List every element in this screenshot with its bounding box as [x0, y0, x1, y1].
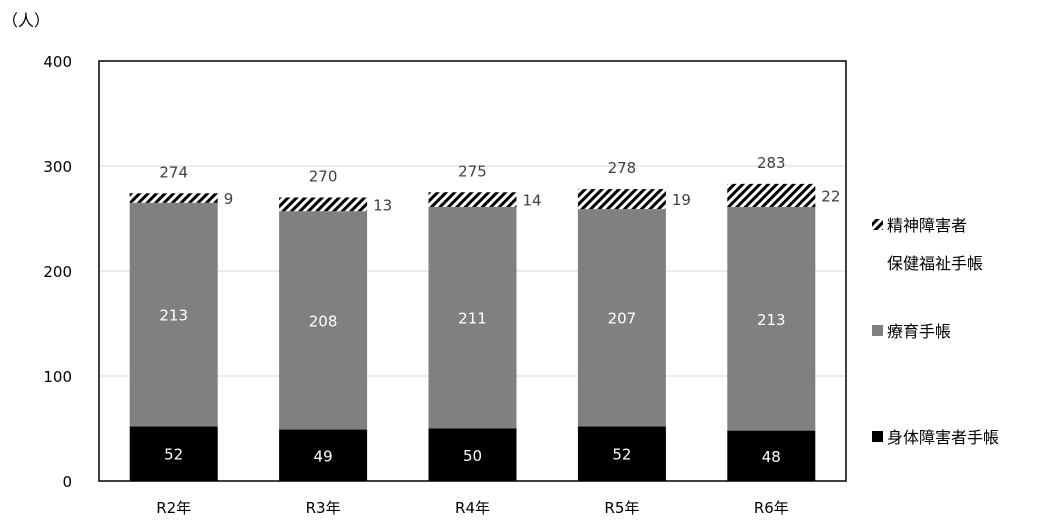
- y-tick-label: 300: [43, 158, 72, 176]
- data-label: 52: [164, 446, 183, 464]
- legend-swatch: [872, 219, 883, 230]
- y-tick-label: 400: [43, 53, 72, 71]
- data-label: 52: [612, 446, 631, 464]
- data-label: 213: [159, 307, 188, 325]
- x-tick-label: R5年: [604, 499, 639, 517]
- bar-segment: [428, 192, 517, 207]
- bar-segment: [279, 197, 368, 212]
- total-label: 274: [159, 163, 188, 181]
- bar-segment: [129, 193, 218, 203]
- bar-segment: [577, 209, 666, 427]
- data-label: 9: [224, 190, 234, 208]
- bar-segment: [727, 183, 816, 207]
- y-axis-ticks: 0 100 200 300 400: [43, 53, 72, 491]
- bar-segment: [279, 211, 368, 430]
- x-axis-ticks: R2年 R3年 R4年 R5年 R6年: [156, 499, 789, 517]
- x-tick-label: R3年: [306, 499, 341, 517]
- data-label: 208: [309, 312, 338, 330]
- total-label: 270: [309, 168, 338, 186]
- legend-label: 保健福祉手帳: [887, 254, 983, 273]
- total-label: 278: [608, 159, 637, 177]
- data-label: 14: [523, 192, 542, 210]
- plot-border: [98, 60, 847, 482]
- total-label: 283: [757, 154, 786, 172]
- y-tick-label: 100: [43, 368, 72, 386]
- data-label: 50: [463, 447, 482, 465]
- bar-segment: [129, 426, 218, 481]
- x-tick-label: R2年: [156, 499, 191, 517]
- data-label: 213: [757, 311, 786, 329]
- data-label: 48: [762, 448, 781, 466]
- bar-segment: [428, 206, 517, 429]
- y-tick-label: 200: [43, 263, 72, 281]
- bars: [129, 183, 816, 481]
- legend-label: 身体障害者手帳: [887, 428, 999, 447]
- data-label: 13: [373, 196, 392, 214]
- total-label: 275: [458, 162, 487, 180]
- legend-swatch: [872, 431, 883, 442]
- data-label: 22: [821, 187, 840, 205]
- data-label: 211: [458, 310, 487, 328]
- y-unit-label: （人）: [2, 11, 50, 30]
- legend-label: 精神障害者: [887, 216, 967, 235]
- data-labels: 52 213 9 274 49 208 13 270 50 211 14 275 52 207 19 278 4…: [159, 154, 840, 466]
- data-label: 49: [314, 447, 333, 465]
- legend-swatch: [872, 325, 883, 336]
- bar-segment: [727, 430, 816, 481]
- x-tick-label: R4年: [455, 499, 490, 517]
- legend-label: 療育手帳: [887, 322, 951, 341]
- bar-segment: [428, 428, 517, 481]
- bar-segment: [577, 426, 666, 481]
- x-tick-label: R6年: [754, 499, 789, 517]
- y-tick-label: 0: [62, 473, 72, 491]
- data-label: 207: [608, 310, 637, 328]
- bar-segment: [129, 202, 218, 427]
- data-label: 19: [672, 191, 691, 209]
- bar-segment: [727, 206, 816, 431]
- bar-segment: [279, 429, 368, 481]
- bar-segment: [577, 189, 666, 210]
